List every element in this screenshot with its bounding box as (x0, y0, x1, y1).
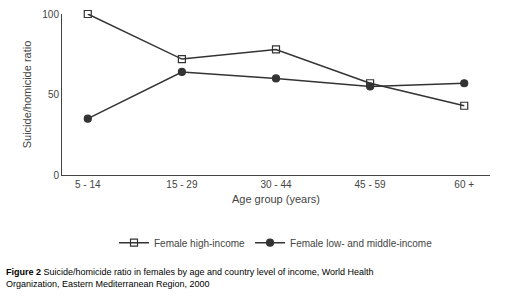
svg-text:5 - 14: 5 - 14 (75, 179, 101, 190)
svg-text:0: 0 (53, 170, 59, 181)
svg-text:Female low- and middle-income: Female low- and middle-income (290, 238, 432, 249)
svg-text:Female high-income: Female high-income (154, 238, 245, 249)
svg-text:50: 50 (48, 89, 60, 100)
svg-text:Suicide/homicide ratio: Suicide/homicide ratio (21, 41, 33, 149)
svg-text:60 +: 60 + (454, 179, 474, 190)
svg-text:Age group (years): Age group (years) (232, 193, 320, 205)
svg-text:15 - 29: 15 - 29 (166, 179, 198, 190)
svg-text:Figure 2 Suicide/homicide rati: Figure 2 Suicide/homicide ratio in femal… (6, 267, 374, 289)
svg-text:100: 100 (42, 9, 59, 20)
svg-text:30 - 44: 30 - 44 (260, 179, 292, 190)
svg-text:45 - 59: 45 - 59 (355, 179, 387, 190)
